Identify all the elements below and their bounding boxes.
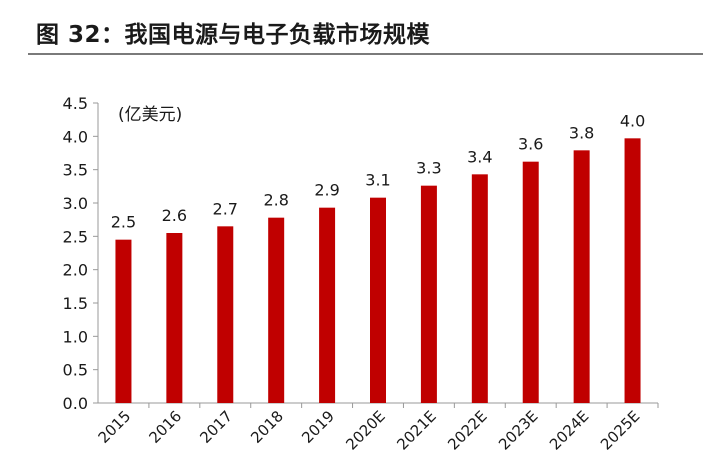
y-tick-label: 0.0 [63, 394, 88, 413]
x-tick-label: 2016 [145, 407, 185, 447]
y-tick-label: 2.0 [63, 261, 88, 280]
bar [471, 174, 488, 403]
bar-chart: 0.00.51.01.52.02.53.03.54.04.5 2015 2016 2… [63, 94, 659, 454]
data-label: 3.1 [365, 171, 390, 190]
bar [573, 150, 590, 403]
x-tick-label: 2021E [393, 407, 439, 453]
unit-label: (亿美元) [118, 105, 182, 125]
data-label: 3.3 [416, 159, 441, 178]
bar [166, 233, 183, 403]
chart-area: 0.0 0.5 1.0 1.5 2.0 2.5 3.0 3.5 4.0 4.5 2015 2016 2… [0, 56, 707, 472]
bar [115, 239, 132, 403]
x-tick-label: 2025E [597, 407, 643, 453]
x-tick-label: 2023E [495, 407, 541, 453]
bar-series [115, 138, 641, 403]
x-tick-label: 2020E [342, 407, 388, 453]
x-tick-label: 2018 [247, 407, 287, 447]
bar [624, 138, 641, 403]
bar [217, 226, 234, 403]
y-tick-label: 1.5 [63, 294, 88, 313]
x-axis: 2015 2016 2017 2018 2019 2020E 2021E 2022E 2023E… [95, 402, 659, 454]
y-tick-label: 4.5 [63, 94, 88, 113]
x-tick-label: 2019 [298, 407, 338, 447]
data-label: 2.5 [111, 213, 136, 232]
figure-title: 图 32：我国电源与电子负载市场规模 [36, 22, 431, 48]
data-label: 3.8 [569, 123, 594, 142]
data-labels: 2.5 2.6 2.7 2.8 2.9 3.1 3.3 3.4 3.6 3.8 4.0 [111, 111, 646, 231]
y-tick-label: 2.5 [63, 227, 88, 246]
bar [319, 207, 336, 403]
bar [420, 185, 437, 403]
data-label: 3.4 [467, 147, 492, 166]
bar [522, 161, 539, 403]
title-underline [28, 53, 703, 55]
y-tick-label: 0.5 [63, 361, 88, 380]
data-label: 2.7 [213, 199, 238, 218]
data-label: 2.8 [263, 191, 288, 210]
x-tick-label: 2024E [546, 407, 592, 453]
y-tick-label: 1.0 [63, 327, 88, 346]
y-tick-label: 4.0 [63, 127, 88, 146]
y-axis: 0.0 0.5 1.0 1.5 2.0 2.5 3.0 3.5 4.0 4.5 [63, 94, 99, 413]
data-label: 2.9 [314, 181, 339, 200]
figure-header: 图 32：我国电源与电子负载市场规模 [0, 0, 707, 56]
data-label: 2.6 [162, 206, 187, 225]
x-tick-label: 2022E [444, 407, 490, 453]
data-label: 3.6 [518, 135, 543, 154]
y-tick-label: 3.5 [63, 161, 88, 180]
data-label: 4.0 [620, 111, 645, 130]
bar [370, 197, 386, 403]
x-tick-label: 2017 [196, 407, 236, 447]
x-tick-label: 2015 [95, 407, 135, 447]
y-tick-label: 3.0 [63, 194, 88, 213]
bar [268, 217, 285, 403]
